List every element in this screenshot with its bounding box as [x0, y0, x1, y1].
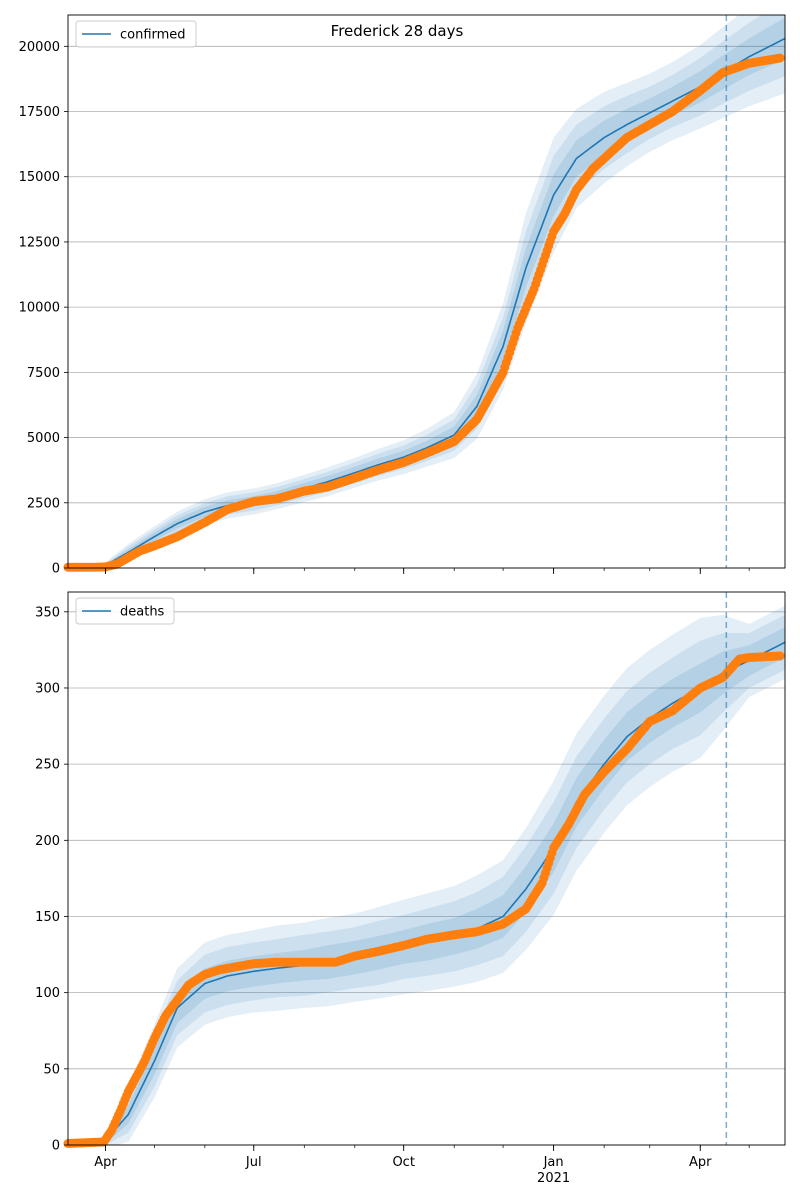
y-tick-label: 5000 [27, 431, 60, 446]
y-tick-label: 7500 [27, 366, 60, 381]
y-tick-label: 2500 [27, 496, 60, 511]
y-tick-label: 350 [35, 605, 60, 620]
x-tick-label: Apr [94, 1155, 117, 1170]
legend-box [75, 597, 175, 625]
y-tick-label: 100 [35, 986, 60, 1001]
panel-confirmed: 0 2500 5000 7500 10000 12500 15000 17500 20000 c… [19, 14, 786, 577]
y-tick-label: 150 [35, 910, 60, 925]
x-tick-label: Apr [689, 1155, 712, 1170]
uncertainty-band [68, 614, 785, 1145]
y-tick-label: 250 [35, 758, 60, 773]
x-tick-label: Oct [392, 1155, 414, 1170]
x-tick-label: Jan [543, 1155, 564, 1170]
y-tick-label: 200 [35, 834, 60, 849]
y-tick-label: 15000 [19, 170, 60, 185]
legend-label-confirmed: confirmed [120, 28, 186, 43]
uncertainty-bands-deaths [68, 605, 785, 1145]
figure-title: Frederick 28 days [331, 22, 464, 40]
axes-confirmed: 0 2500 5000 7500 10000 12500 15000 17500 20000 [19, 14, 786, 577]
legend-box [75, 20, 197, 48]
x-tick-label: Jul [245, 1155, 262, 1170]
legend-deaths: deaths [75, 597, 175, 625]
y-tick-label: 10000 [19, 301, 60, 316]
model-line [68, 37, 786, 569]
y-tick-label: 17500 [19, 105, 60, 120]
uncertainty-band [68, 605, 785, 1145]
y-tick-label: 50 [43, 1062, 60, 1077]
y-tick-label: 0 [52, 562, 60, 577]
y-tick-label: 20000 [19, 40, 60, 55]
observed-point [775, 53, 785, 63]
x-tick-sublabel: 2021 [537, 1171, 570, 1186]
y-tick-label: 0 [52, 1139, 60, 1154]
axes-frame [67, 14, 786, 569]
observed-point [775, 651, 785, 661]
uncertainty-band [68, 627, 785, 1145]
y-tick-label: 300 [35, 681, 60, 696]
observed-points-deaths [63, 651, 785, 1148]
uncertainty-band [68, 17, 785, 569]
axes-frame [67, 591, 786, 1146]
legend-label-deaths: deaths [120, 605, 165, 620]
observed-points-confirmed [63, 53, 785, 572]
legend-confirmed: confirmed [75, 20, 197, 48]
model-line-confirmed [68, 37, 786, 569]
y-tick-label: 12500 [19, 235, 60, 250]
